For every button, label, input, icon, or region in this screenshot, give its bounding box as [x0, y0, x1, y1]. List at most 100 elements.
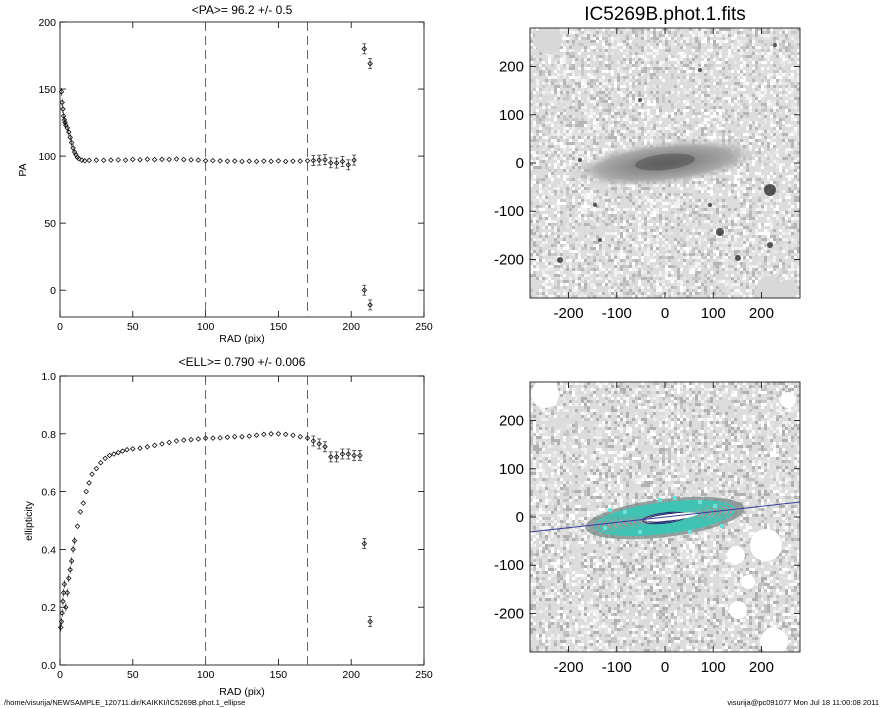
ell-data-point: [304, 435, 311, 441]
ell-data-point: [61, 580, 68, 589]
pa-plot-frame: [59, 21, 425, 318]
pa-data-point: [275, 158, 282, 164]
pa-data-point: [81, 158, 88, 164]
pa-data-point: [122, 157, 129, 163]
pa-data-point: [328, 157, 334, 169]
pa-data-point: [58, 87, 65, 96]
ell-data-point: [180, 437, 187, 443]
img2-x-tick-label: -100: [602, 659, 632, 676]
pa-data-point: [108, 157, 114, 163]
pa-data-point: [297, 158, 304, 164]
star: [638, 98, 642, 102]
pa-data-point: [316, 154, 322, 166]
ell-data-point: [217, 435, 223, 441]
ell-data-point: [282, 431, 289, 438]
fit-marker: [713, 504, 717, 508]
ell-plot-frame: [59, 375, 425, 666]
img1-x-tick-label: 100: [701, 305, 726, 322]
ell-data-point: [261, 431, 267, 438]
img2-y-tick-label: 0: [516, 509, 524, 526]
pa-data-point: [115, 157, 122, 163]
masked-region: [531, 382, 559, 408]
pa-y-tick-label: 50: [44, 218, 56, 230]
ell-data-point: [357, 450, 363, 461]
pa-x-tick-label: 100: [197, 321, 215, 333]
pa-data-point: [151, 156, 158, 163]
pa-data-point: [70, 144, 76, 153]
ell-data-point: [70, 545, 76, 554]
ell-data-point: [64, 588, 71, 597]
img1-x-tick-label: -100: [602, 305, 632, 322]
pa-data-point: [202, 158, 209, 164]
ell-x-tick-label: 50: [127, 669, 139, 681]
pa-data-point: [282, 158, 289, 165]
ell-data-point: [98, 459, 104, 466]
pa-data-point: [166, 156, 172, 163]
ell-data-point: [58, 617, 65, 626]
pa-y-axis-label: PA: [17, 163, 29, 176]
ell-data-point: [60, 588, 67, 597]
ell-y-axis-label: ellipticity: [23, 500, 35, 540]
pa-data-point: [239, 158, 245, 165]
ell-y-tick-label: 0.2: [41, 602, 56, 614]
ell-data-point: [322, 441, 328, 453]
pa-data-point: [345, 159, 352, 171]
ell-data-point: [290, 432, 296, 439]
pa-x-tick-label: 50: [127, 321, 139, 333]
ell-data-point: [67, 565, 73, 574]
corner-patch: [756, 276, 784, 298]
img1-y-tick-label: -200: [494, 251, 524, 268]
star: [735, 255, 741, 261]
pa-data-point: [322, 154, 328, 166]
ell-data-point: [367, 616, 373, 628]
pa-data-point: [61, 115, 68, 124]
img2-y-tick-label: 200: [499, 413, 524, 430]
pa-data-point: [339, 156, 346, 167]
fit-marker: [673, 496, 677, 500]
pa-data-point: [310, 155, 317, 166]
pa-data-point: [217, 158, 223, 164]
img1-x-tick-label: -200: [554, 305, 584, 322]
fit-marker: [720, 524, 724, 528]
ell-data-point: [345, 448, 352, 460]
img1-y-tick-label: 200: [499, 59, 524, 76]
ell-data-point: [188, 436, 194, 443]
ell-data-point: [297, 433, 304, 440]
ell-y-tick-label: 1.0: [41, 371, 56, 383]
ell-data-point: [246, 433, 253, 439]
pa-data-point: [159, 156, 165, 163]
masked-region: [741, 575, 755, 589]
pa-data-point: [231, 158, 238, 164]
fits-image-title: IC5269B.phot.1.fits: [584, 4, 746, 25]
img2-x-tick-label: -200: [554, 659, 584, 676]
ell-data-point: [210, 435, 216, 441]
isophote-image-panel: -200 -100 0 100 200 200 100 0 -100 -200: [494, 381, 801, 676]
pa-data-point: [100, 157, 107, 164]
field-stars: [534, 28, 798, 298]
ell-data-point: [89, 471, 95, 478]
img2-y-tick-label: -100: [494, 557, 524, 574]
ell-data-point: [316, 438, 322, 450]
ell-data-point: [144, 444, 151, 450]
pa-data-point: [246, 158, 253, 164]
img2-x-tick-label: 100: [701, 659, 726, 676]
star: [773, 43, 777, 47]
pa-x-axis-label: RAD (pix): [219, 333, 265, 345]
ell-data-point: [83, 488, 89, 495]
ell-data-point: [74, 523, 81, 530]
ell-data-point: [333, 451, 340, 463]
pa-data-point: [253, 158, 260, 165]
ell-data-point: [119, 448, 126, 454]
ell-data-point: [224, 434, 231, 441]
ell-data-point: [115, 449, 122, 456]
pa-data-point: [62, 118, 68, 127]
img2-x-tick-label: 200: [749, 659, 774, 676]
position-angle-line: [530, 501, 800, 533]
ell-data-point: [93, 465, 100, 472]
pa-y-tick-label: 100: [38, 151, 56, 163]
pa-data-point: [361, 284, 368, 296]
pa-data-point: [137, 156, 143, 163]
star: [764, 184, 776, 196]
masked-region: [780, 392, 796, 408]
pa-data-point: [173, 156, 180, 162]
